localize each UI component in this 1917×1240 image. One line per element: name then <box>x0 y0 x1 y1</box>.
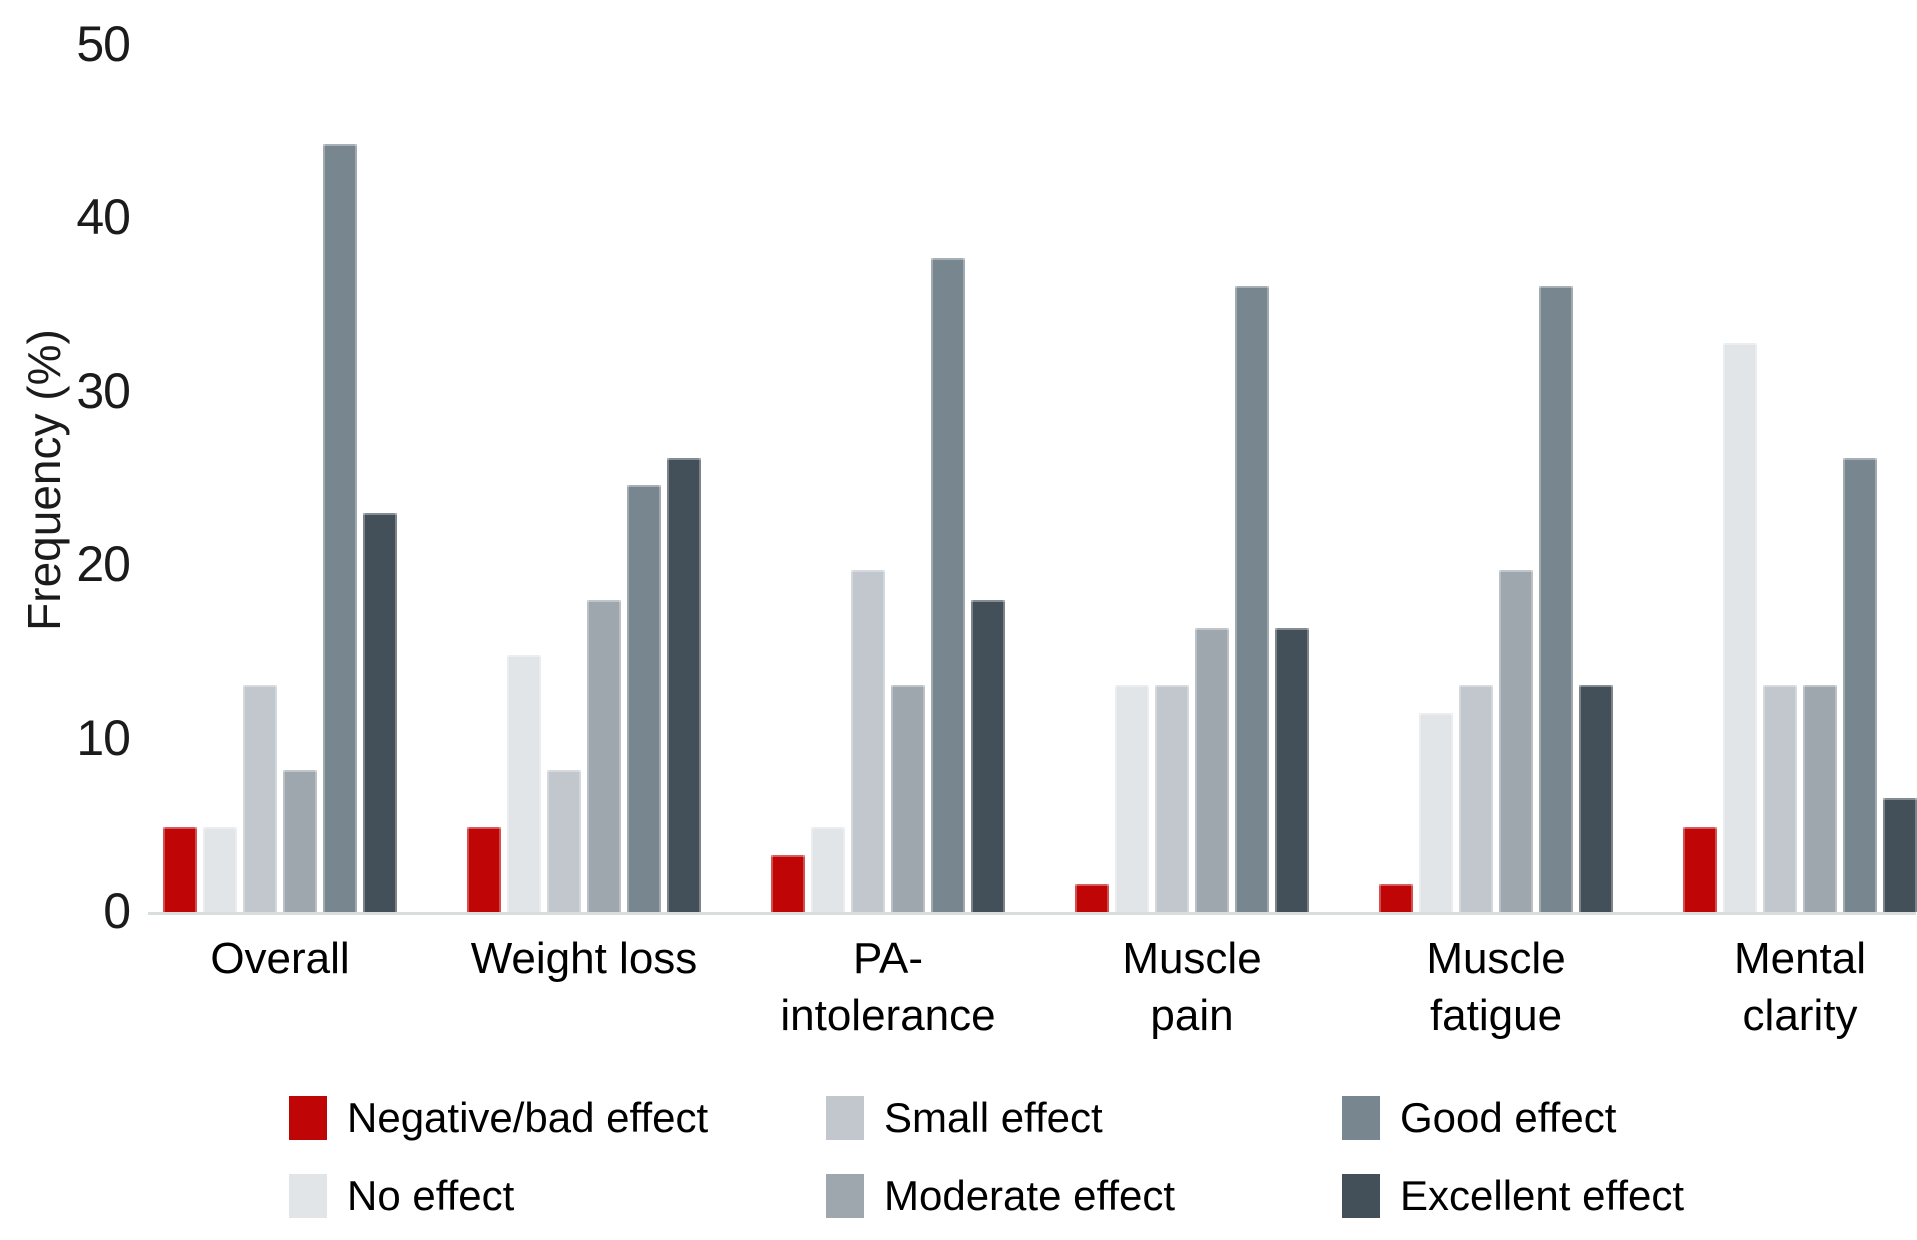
bar <box>1195 628 1229 912</box>
bar <box>1459 685 1493 912</box>
bar <box>587 600 621 912</box>
legend-item: Small effect <box>826 1094 1103 1142</box>
bar <box>1803 685 1837 912</box>
bar <box>1883 798 1917 912</box>
bar <box>1579 685 1613 912</box>
bar <box>1683 827 1717 912</box>
x-axis-label-line: PA- <box>852 934 924 983</box>
bar-group-overall <box>163 42 397 912</box>
bar <box>1763 685 1797 912</box>
x-axis-label: Mental clarity <box>1648 930 1917 1044</box>
bar <box>811 827 845 912</box>
bar <box>627 485 661 912</box>
legend-swatch <box>1342 1096 1380 1140</box>
x-axis-label-line: Muscle <box>1122 934 1262 983</box>
x-axis-label: Muscle pain <box>1040 930 1344 1044</box>
bar <box>971 600 1005 912</box>
bar <box>1075 884 1109 912</box>
x-axis-label: Weight loss <box>432 930 736 987</box>
x-axis-label-line: Mental <box>1733 934 1867 983</box>
bar <box>363 513 397 912</box>
legend-swatch <box>826 1174 864 1218</box>
bar <box>851 570 885 912</box>
bar <box>1155 685 1189 912</box>
bar <box>1115 685 1149 912</box>
bar <box>1379 884 1413 912</box>
bar <box>1499 570 1533 912</box>
legend-swatch <box>1342 1174 1380 1218</box>
x-axis-label: PA-intolerance <box>736 930 1040 1044</box>
bar <box>547 770 581 912</box>
x-axis-line <box>148 912 1916 915</box>
bar-group-muscle-fatigue <box>1379 42 1613 912</box>
legend-swatch <box>289 1096 327 1140</box>
legend-swatch <box>826 1096 864 1140</box>
y-tick-label: 30 <box>76 362 131 419</box>
legend-label: Negative/bad effect <box>347 1094 709 1141</box>
bar <box>243 685 277 912</box>
bar-group-pa-intolerance <box>771 42 1005 912</box>
bar <box>1723 343 1757 912</box>
y-tick-label: 20 <box>76 536 131 593</box>
bar <box>771 855 805 912</box>
bar <box>891 685 925 912</box>
legend-item: Negative/bad effect <box>289 1094 708 1142</box>
legend-label: Moderate effect <box>884 1172 1176 1219</box>
x-axis-label-line: Overall <box>210 934 350 983</box>
legend-item: Excellent effect <box>1342 1172 1684 1220</box>
bar <box>163 827 197 912</box>
x-axis-label-line: pain <box>1150 991 1234 1040</box>
x-axis-label-line: clarity <box>1742 991 1858 1040</box>
bar <box>931 258 965 912</box>
bar <box>1843 458 1877 912</box>
x-axis-label: Muscle fatigue <box>1344 930 1648 1044</box>
bar <box>283 770 317 912</box>
bar <box>1539 286 1573 912</box>
legend-label: Good effect <box>1400 1094 1617 1141</box>
legend-item: Good effect <box>1342 1094 1616 1142</box>
bar <box>467 827 501 912</box>
x-axis-label-line: intolerance <box>780 991 996 1040</box>
x-axis-label-line: fatigue <box>1429 991 1563 1040</box>
y-tick-label: 0 <box>103 882 131 939</box>
x-axis-label-line: Muscle <box>1426 934 1566 983</box>
x-axis-label: Overall <box>128 930 432 987</box>
x-axis-label-line: Weight loss <box>470 934 698 983</box>
legend-item: No effect <box>289 1172 514 1220</box>
bar <box>1275 628 1309 912</box>
bar <box>1419 713 1453 912</box>
bar <box>323 144 357 912</box>
bar <box>1235 286 1269 912</box>
bar-group-mental-clarity <box>1683 42 1917 912</box>
bar <box>203 827 237 912</box>
y-tick-label: 10 <box>76 709 131 766</box>
bar <box>507 655 541 912</box>
legend-label: Small effect <box>884 1094 1103 1141</box>
bar-group-weight-loss <box>467 42 701 912</box>
y-tick-label: 50 <box>76 15 131 72</box>
bar <box>667 458 701 912</box>
legend-label: Excellent effect <box>1400 1172 1685 1219</box>
legend-swatch <box>289 1174 327 1218</box>
legend-label: No effect <box>347 1172 515 1219</box>
bar-group-muscle-pain <box>1075 42 1309 912</box>
y-tick-label: 40 <box>76 189 131 246</box>
legend-item: Moderate effect <box>826 1172 1175 1220</box>
